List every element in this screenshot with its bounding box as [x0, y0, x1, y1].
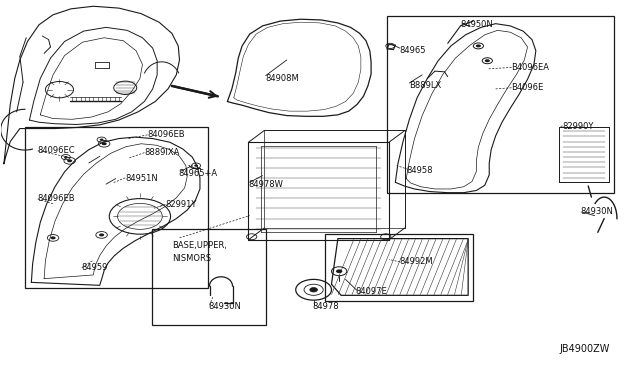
- Circle shape: [100, 138, 104, 141]
- Text: 84965+A: 84965+A: [178, 169, 218, 178]
- Text: BASE,UPPER,: BASE,UPPER,: [172, 241, 227, 250]
- Text: 82990Y: 82990Y: [563, 122, 594, 131]
- Circle shape: [476, 44, 481, 47]
- Text: 84096EB: 84096EB: [148, 130, 185, 140]
- Text: 84959: 84959: [82, 263, 108, 272]
- Circle shape: [484, 59, 490, 62]
- Text: 84096EB: 84096EB: [38, 195, 76, 203]
- Bar: [387, 16, 614, 193]
- Text: 84908M: 84908M: [266, 74, 300, 83]
- Circle shape: [102, 142, 107, 145]
- Text: 84958: 84958: [406, 166, 433, 174]
- Bar: [325, 234, 473, 301]
- Text: 82991Y: 82991Y: [166, 200, 197, 209]
- Text: 84978: 84978: [312, 302, 339, 311]
- Text: 84097E: 84097E: [355, 287, 387, 296]
- Text: NISMORS: NISMORS: [172, 254, 211, 263]
- Text: 84096EC: 84096EC: [38, 146, 76, 155]
- Text: 84930N: 84930N: [208, 302, 241, 311]
- Text: 84950N: 84950N: [461, 20, 493, 29]
- Text: 84965: 84965: [400, 46, 426, 55]
- Text: B4096EA: B4096EA: [511, 63, 550, 72]
- Text: JB4900ZW: JB4900ZW: [559, 344, 610, 354]
- Text: 84992M: 84992M: [400, 257, 433, 266]
- Text: 8889IXA: 8889IXA: [145, 148, 180, 157]
- Text: B889LX: B889LX: [410, 81, 442, 90]
- Circle shape: [336, 269, 342, 273]
- Circle shape: [51, 236, 56, 239]
- Circle shape: [194, 164, 198, 167]
- Text: 84951N: 84951N: [125, 174, 158, 183]
- Circle shape: [64, 156, 68, 158]
- Circle shape: [99, 234, 104, 236]
- Circle shape: [310, 288, 317, 292]
- Text: 84978W: 84978W: [248, 180, 284, 189]
- Bar: [25, 127, 208, 288]
- Bar: [152, 229, 266, 325]
- Text: B4096E: B4096E: [511, 83, 544, 92]
- Text: 84930N: 84930N: [580, 208, 613, 217]
- Circle shape: [67, 159, 72, 162]
